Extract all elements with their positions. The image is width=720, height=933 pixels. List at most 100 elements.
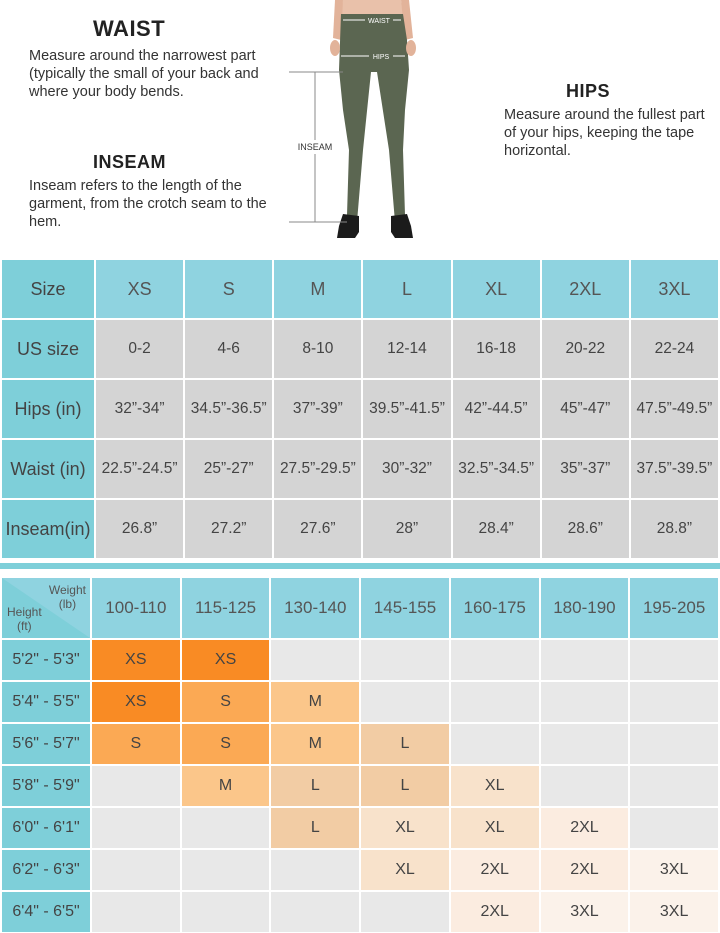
table-cell: 20-22 [541, 320, 629, 378]
size-measurement-table: Size XS S M L XL 2XL 3XL US size 0-2 4-6… [2, 260, 718, 558]
weight-label: Weight [48, 583, 86, 597]
size-recommendation-cell [630, 682, 718, 722]
weight-column-header: 160-175 [450, 578, 539, 638]
table-cell: 27.5”-29.5” [274, 440, 362, 498]
table-cell: 25”-27” [185, 440, 273, 498]
table-cell: 30”-32” [363, 440, 451, 498]
row-label-us-size: US size [2, 320, 94, 378]
size-recommendation-cell: S [181, 682, 270, 722]
size-header-label: Size [2, 260, 94, 318]
size-column-m: M [274, 260, 362, 318]
inseam-description: Inseam refers to the length of the garme… [29, 178, 267, 230]
size-recommendation-cell: L [271, 766, 360, 806]
size-recommendation-cell: 3XL [540, 892, 629, 932]
size-recommendation-cell [92, 766, 180, 806]
table-cell: 8-10 [274, 320, 362, 378]
size-recommendation-cell [450, 724, 539, 764]
height-row-label: 6'4" - 6'5" [2, 892, 90, 932]
size-recommendation-cell: XL [361, 808, 449, 848]
table-cell: 4-6 [185, 320, 273, 378]
table-cell: 28.4” [452, 500, 540, 558]
height-axis-label: Height (ft) [7, 605, 42, 633]
chart-corner: Weight (lb) Height (ft) [2, 578, 90, 638]
weight-column-header: 100-110 [92, 578, 180, 638]
corner-diagonal [2, 578, 90, 638]
size-recommendation-cell [540, 640, 629, 680]
weight-unit: (lb) [58, 597, 77, 611]
size-recommendation-cell: 2XL [450, 850, 539, 890]
size-recommendation-cell [630, 808, 718, 848]
table-cell: 45”-47” [541, 380, 629, 438]
size-recommendation-cell [361, 892, 449, 932]
size-column-2xl: 2XL [541, 260, 629, 318]
size-recommendation-cell: S [181, 724, 270, 764]
size-recommendation-cell: M [271, 682, 360, 722]
height-row-label: 5'4" - 5'5" [2, 682, 90, 722]
inseam-title: INSEAM [93, 152, 167, 172]
table-cell: 32”-34” [96, 380, 184, 438]
size-recommendation-cell [540, 766, 629, 806]
hips-description: Measure around the fullest part of your … [504, 107, 705, 159]
table-cell: 34.5”-36.5” [185, 380, 273, 438]
size-recommendation-cell: 3XL [630, 892, 718, 932]
size-recommendation-cell [271, 850, 360, 890]
size-recommendation-cell [361, 682, 449, 722]
height-label: Height [7, 605, 42, 619]
size-recommendation-cell: XL [450, 766, 539, 806]
height-row-label: 5'8" - 5'9" [2, 766, 90, 806]
size-recommendation-cell: M [271, 724, 360, 764]
height-row-label: 6'0" - 6'1" [2, 808, 90, 848]
size-column-3xl: 3XL [630, 260, 718, 318]
size-recommendation-cell [630, 766, 718, 806]
table-cell: 42”-44.5” [452, 380, 540, 438]
size-recommendation-cell [181, 892, 270, 932]
size-recommendation-cell [361, 640, 449, 680]
row-label-waist: Waist (in) [2, 440, 94, 498]
table-cell: 39.5”-41.5” [363, 380, 451, 438]
size-recommendation-cell: L [361, 766, 449, 806]
height-row-label: 5'6" - 5'7" [2, 724, 90, 764]
size-recommendation-cell: 2XL [540, 808, 629, 848]
height-row-label: 6'2" - 6'3" [2, 850, 90, 890]
figure-hips-label: HIPS [373, 54, 390, 61]
table-cell: 28.8” [630, 500, 718, 558]
table-cell: 28.6” [541, 500, 629, 558]
table-cell: 37.5”-39.5” [630, 440, 718, 498]
size-recommendation-cell [630, 640, 718, 680]
section-divider [0, 563, 720, 569]
size-recommendation-cell: XS [92, 640, 180, 680]
weight-axis-label: Weight (lb) [49, 583, 86, 611]
table-cell: 27.2” [185, 500, 273, 558]
table-cell: 0-2 [96, 320, 184, 378]
size-recommendation-cell: 2XL [540, 850, 629, 890]
size-recommendation-cell: M [181, 766, 270, 806]
table-cell: 22.5”-24.5” [96, 440, 184, 498]
size-recommendation-cell [540, 682, 629, 722]
measurement-guide: WAIST Measure around the narrowest part … [0, 0, 720, 258]
size-recommendation-cell [271, 892, 360, 932]
size-column-xl: XL [452, 260, 540, 318]
size-recommendation-cell [92, 892, 180, 932]
size-recommendation-cell: L [271, 808, 360, 848]
figure-inseam-label: INSEAM [298, 142, 333, 152]
table-cell: 47.5”-49.5” [630, 380, 718, 438]
table-cell: 16-18 [452, 320, 540, 378]
waist-title: WAIST [93, 16, 166, 41]
size-recommendation-cell [92, 850, 180, 890]
height-weight-size-chart: Weight (lb) Height (ft) 100-110 115-125 13… [2, 578, 718, 932]
height-unit: (ft) [17, 619, 32, 633]
figure-waist-label: WAIST [368, 18, 391, 25]
size-recommendation-cell [450, 682, 539, 722]
weight-column-header: 180-190 [540, 578, 629, 638]
size-recommendation-cell: XL [450, 808, 539, 848]
size-recommendation-cell: S [92, 724, 180, 764]
size-recommendation-cell [92, 808, 180, 848]
size-recommendation-cell [181, 850, 270, 890]
table-cell: 37”-39” [274, 380, 362, 438]
size-column-xs: XS [96, 260, 184, 318]
size-recommendation-cell [540, 724, 629, 764]
hips-title: HIPS [566, 81, 611, 101]
model-figure: WAIST HIPS INSEAM [289, 0, 416, 238]
table-cell: 27.6” [274, 500, 362, 558]
size-recommendation-cell: XL [361, 850, 449, 890]
